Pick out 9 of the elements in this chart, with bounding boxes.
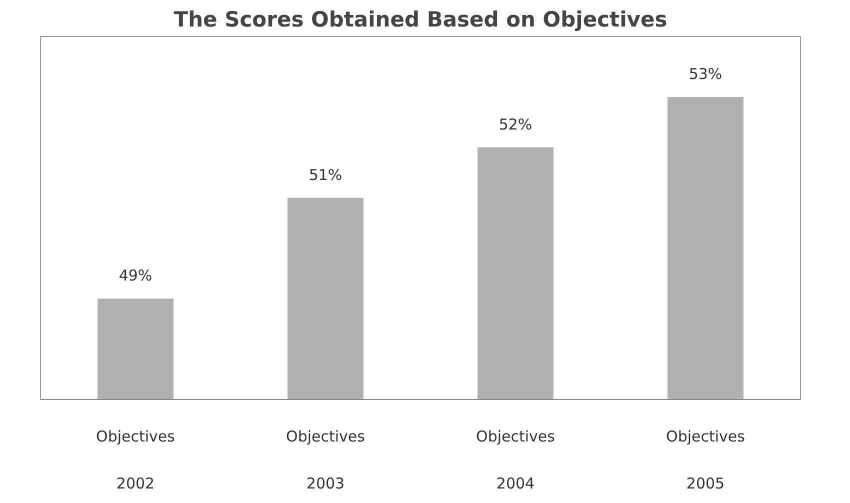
data-label: 53% (688, 65, 722, 83)
chart-title: The Scores Obtained Based on Objectives (174, 8, 668, 32)
category-label: Objectives 2003 (286, 428, 365, 492)
data-label: 52% (498, 115, 532, 134)
data-label: 49% (118, 266, 152, 285)
category-label: Objectives 2005 (666, 428, 745, 492)
data-label: 51% (308, 166, 342, 184)
category-label: Objectives 2004 (476, 428, 555, 492)
category-label: Objectives 2002 (96, 428, 175, 492)
